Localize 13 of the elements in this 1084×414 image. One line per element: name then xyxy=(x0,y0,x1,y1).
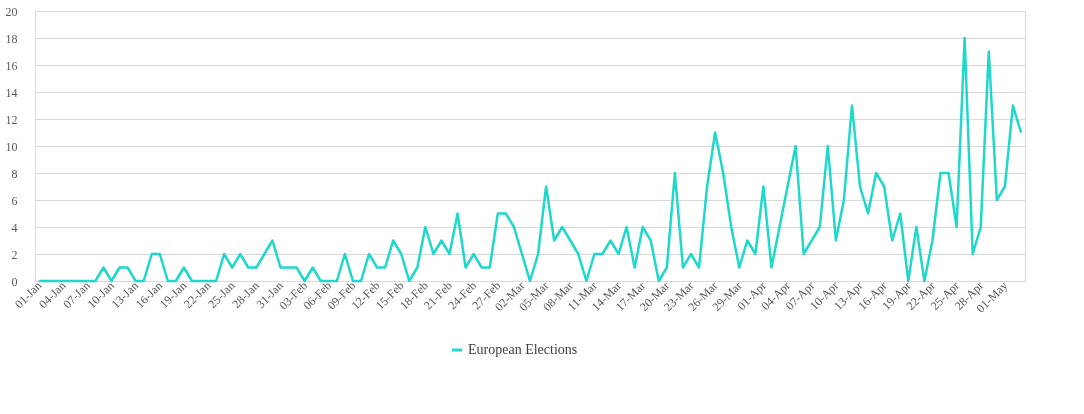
y-tick-label: 8 xyxy=(11,166,18,181)
y-tick-label: 16 xyxy=(5,58,18,73)
y-tick-label: 14 xyxy=(5,85,18,100)
y-tick-label: 0 xyxy=(11,274,18,289)
y-tick-label: 6 xyxy=(11,193,18,208)
y-tick-label: 20 xyxy=(5,4,18,19)
legend-label: European Elections xyxy=(468,342,578,357)
y-tick-label: 12 xyxy=(5,112,18,127)
y-tick-label: 4 xyxy=(11,220,18,235)
y-tick-label: 18 xyxy=(5,31,18,46)
y-tick-label: 2 xyxy=(11,247,18,262)
line-series xyxy=(37,36,1023,283)
y-tick-label: 10 xyxy=(5,139,18,154)
